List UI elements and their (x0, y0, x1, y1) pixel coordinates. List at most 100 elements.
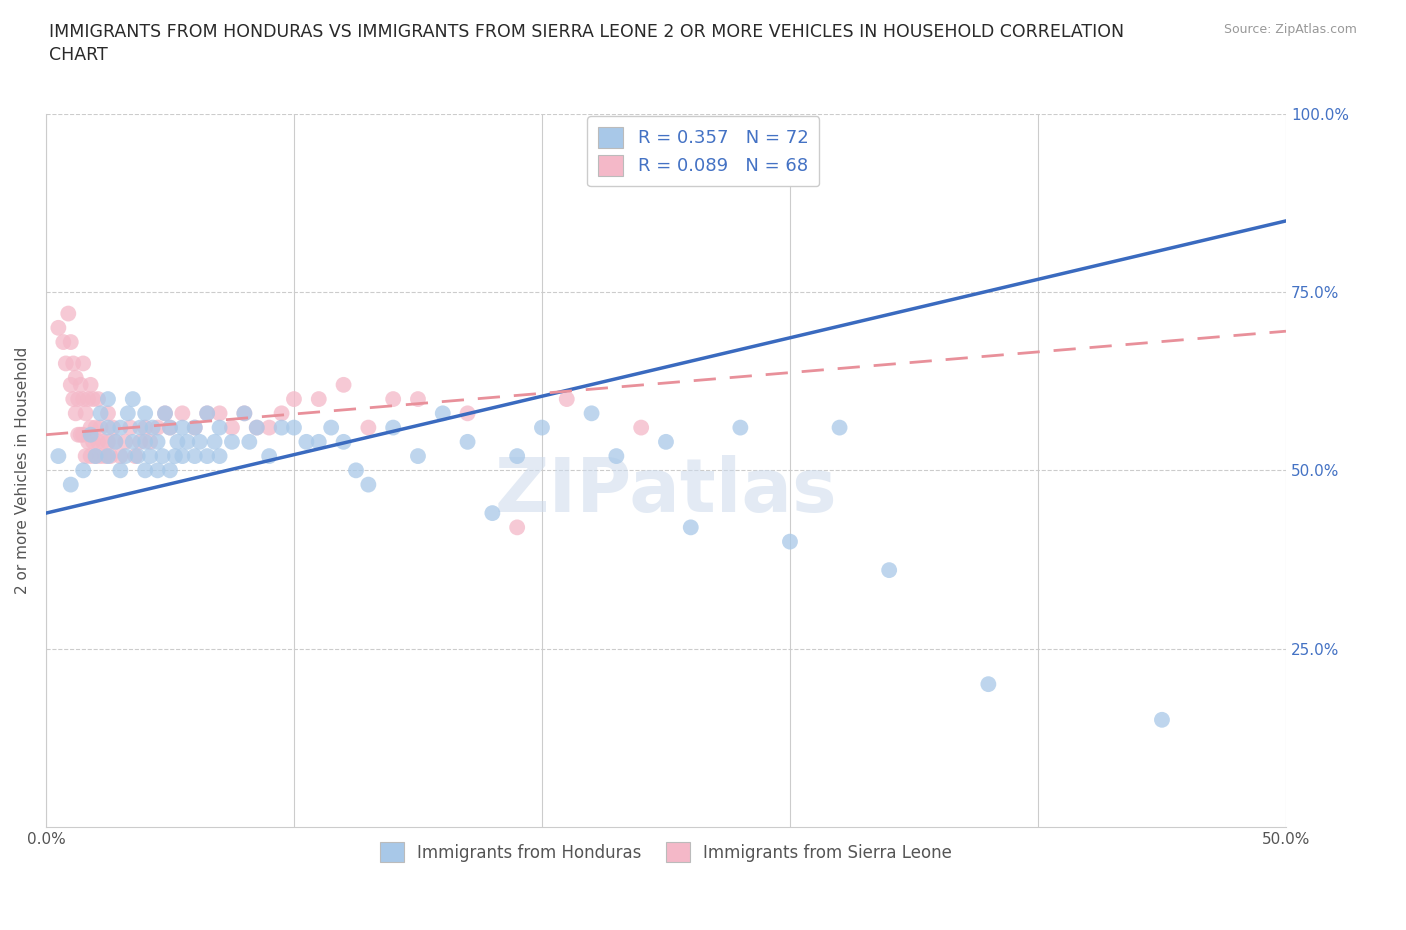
Point (233, 405, 256, 420)
Point (62, 392, 84, 406)
Point (97, 448, 120, 463)
Point (308, 434, 330, 449)
Point (97, 405, 120, 420)
Point (779, 534, 801, 549)
Point (97, 434, 120, 449)
Point (114, 448, 136, 463)
Point (62, 356, 84, 371)
Point (184, 420, 207, 435)
Point (79, 448, 101, 463)
Point (153, 405, 176, 420)
Point (67, 392, 90, 406)
Point (246, 420, 269, 435)
Point (308, 392, 330, 406)
Point (134, 405, 156, 420)
Point (58, 306, 80, 321)
Point (257, 448, 280, 463)
Point (97, 392, 120, 406)
Point (48, 320, 70, 335)
Point (828, 420, 851, 435)
Point (48, 448, 70, 463)
Point (679, 520, 702, 535)
Point (69, 378, 91, 392)
Point (97, 420, 120, 435)
Point (72, 356, 94, 371)
Point (146, 463, 169, 478)
Point (67, 427, 90, 442)
Point (630, 420, 652, 435)
Point (238, 434, 260, 449)
Point (104, 434, 127, 449)
Point (139, 434, 162, 449)
Point (79, 420, 101, 435)
Point (110, 463, 132, 478)
Point (129, 434, 152, 449)
Point (159, 420, 181, 435)
Point (977, 677, 1000, 692)
Point (90, 405, 112, 420)
Point (257, 420, 280, 435)
Point (506, 520, 529, 535)
Point (153, 405, 176, 420)
Point (172, 405, 194, 420)
Point (195, 405, 218, 420)
Point (877, 563, 900, 578)
Point (75, 448, 97, 463)
Point (457, 405, 479, 420)
Point (110, 448, 132, 463)
Point (188, 434, 211, 449)
Text: ZIPatlas: ZIPatlas (495, 455, 838, 528)
Point (84, 448, 107, 463)
Point (114, 434, 136, 449)
Point (55, 356, 77, 371)
Point (84, 448, 107, 463)
Y-axis label: 2 or more Vehicles in Household: 2 or more Vehicles in Household (15, 347, 30, 594)
Point (357, 477, 380, 492)
Point (59, 378, 82, 392)
Point (457, 434, 479, 449)
Point (79, 378, 101, 392)
Point (84, 420, 107, 435)
Point (117, 405, 139, 420)
Point (124, 448, 146, 463)
Point (120, 420, 142, 435)
Point (127, 448, 149, 463)
Point (52, 335, 75, 350)
Point (77, 392, 100, 406)
Point (121, 392, 143, 406)
Point (72, 427, 94, 442)
Point (176, 434, 198, 449)
Point (134, 463, 156, 478)
Point (91, 434, 114, 449)
Point (246, 420, 269, 435)
Point (195, 405, 218, 420)
Point (163, 448, 186, 463)
Point (79, 427, 101, 442)
Point (146, 434, 169, 449)
Point (655, 434, 678, 449)
Point (283, 420, 305, 435)
Point (221, 434, 243, 449)
Point (530, 420, 553, 435)
Point (481, 506, 503, 521)
Point (184, 420, 207, 435)
Text: IMMIGRANTS FROM HONDURAS VS IMMIGRANTS FROM SIERRA LEONE 2 OR MORE VEHICLES IN H: IMMIGRANTS FROM HONDURAS VS IMMIGRANTS F… (49, 23, 1125, 41)
Text: Source: ZipAtlas.com: Source: ZipAtlas.com (1223, 23, 1357, 36)
Point (101, 420, 124, 435)
Point (344, 463, 367, 478)
Point (270, 405, 292, 420)
Point (184, 448, 207, 463)
Point (208, 405, 231, 420)
Point (82, 392, 104, 406)
Point (90, 448, 112, 463)
Point (129, 420, 152, 435)
Point (406, 392, 429, 406)
Point (90, 420, 112, 435)
Point (75, 405, 97, 420)
Point (166, 434, 188, 449)
Point (195, 448, 218, 463)
Point (208, 420, 231, 435)
Point (100, 448, 122, 463)
Point (59, 335, 82, 350)
Point (134, 420, 156, 435)
